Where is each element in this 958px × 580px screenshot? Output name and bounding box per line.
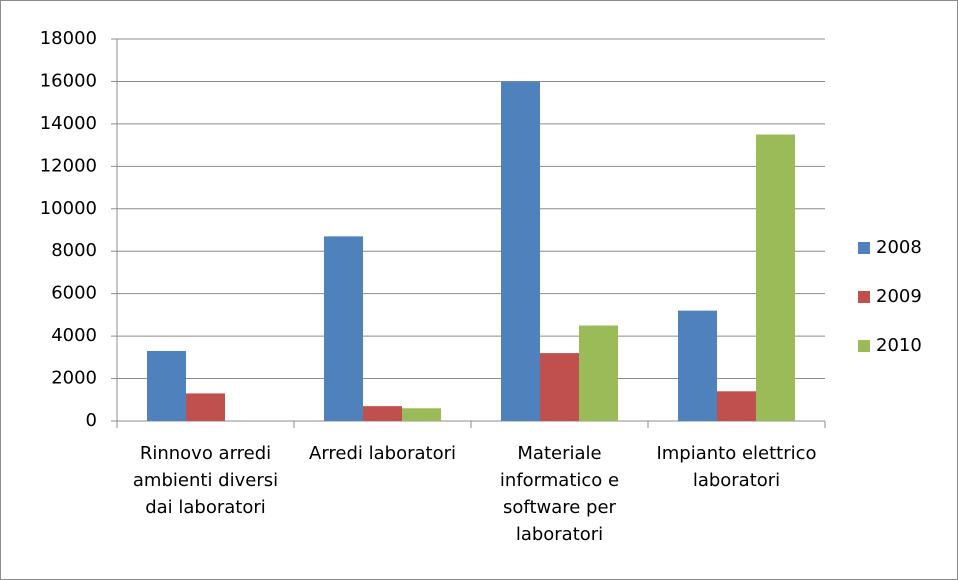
legend-label: 2010 bbox=[876, 335, 922, 356]
x-tick-label: Impianto elettrico laboratori bbox=[656, 443, 817, 491]
y-tick-label: 16000 bbox=[40, 70, 97, 91]
bar bbox=[579, 325, 618, 421]
bar bbox=[540, 353, 579, 421]
bar bbox=[756, 134, 795, 421]
bar bbox=[402, 408, 441, 421]
y-tick-label: 4000 bbox=[51, 325, 97, 346]
x-tick-label: Arredi laboratori bbox=[309, 443, 456, 464]
bar bbox=[501, 81, 540, 421]
legend-label: 2008 bbox=[876, 237, 922, 258]
y-tick-label: 0 bbox=[86, 410, 97, 431]
legend-label: 2009 bbox=[876, 286, 922, 307]
y-tick-label: 6000 bbox=[51, 283, 97, 304]
bar bbox=[678, 310, 717, 421]
legend-swatch bbox=[858, 291, 870, 303]
y-tick-label: 14000 bbox=[40, 113, 97, 134]
legend-swatch bbox=[858, 340, 870, 352]
y-tick-label: 8000 bbox=[51, 240, 97, 261]
bar bbox=[186, 393, 225, 421]
bar bbox=[147, 350, 186, 421]
bar bbox=[717, 391, 756, 421]
bar bbox=[324, 236, 363, 421]
y-tick-label: 12000 bbox=[40, 155, 97, 176]
x-tick-label: Materiale informatico e software per lab… bbox=[499, 443, 620, 545]
legend-swatch bbox=[858, 242, 870, 254]
y-tick-label: 18000 bbox=[40, 28, 97, 49]
x-tick-label: Rinnovo arredi ambienti diversi dai labo… bbox=[132, 443, 279, 518]
y-tick-label: 2000 bbox=[51, 368, 97, 389]
y-tick-label: 10000 bbox=[40, 198, 97, 219]
bar bbox=[363, 406, 402, 421]
